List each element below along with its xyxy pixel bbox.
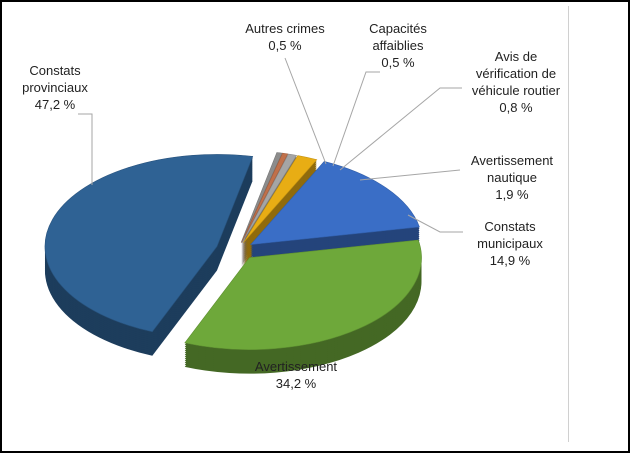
data-label: Capacités affaiblies 0,5 %: [358, 20, 438, 71]
category-name: Constats municipaux: [477, 219, 543, 251]
value-label: 34,2 %: [275, 376, 317, 391]
data-label: Constats provinciaux 47,2 %: [5, 62, 105, 113]
data-label: Constats municipaux 14,9 %: [460, 218, 560, 269]
leader-line: [78, 113, 93, 185]
leader-line: [332, 71, 380, 167]
slice: [241, 152, 289, 243]
value-label: 47,2 %: [34, 97, 76, 112]
value-label: 0,8 %: [499, 100, 533, 115]
category-name: Autres crimes: [245, 21, 325, 36]
separator: [568, 6, 569, 442]
value-label: 0,5 %: [381, 55, 415, 70]
leader-line: [339, 87, 462, 171]
category-name: Avertissement: [254, 359, 338, 374]
slice: [44, 154, 254, 333]
category-name: Avis de vérification de véhicule routier: [471, 49, 561, 98]
leader-line: [284, 57, 327, 165]
value-label: 0,5 %: [268, 38, 302, 53]
slice: [249, 161, 420, 245]
value-label: 14,9 %: [489, 253, 531, 268]
data-label: Autres crimes 0,5 %: [230, 20, 340, 54]
slice: [240, 152, 283, 243]
data-label: Avis de vérification de véhicule routier…: [466, 48, 566, 116]
slice: [241, 153, 298, 243]
data-label: Avertissement 34,2 %: [236, 358, 356, 392]
category-name: Avertissement nautique: [470, 153, 554, 185]
leader-line: [407, 214, 463, 233]
category-name: Constats provinciaux: [22, 63, 88, 95]
data-label: Avertissement nautique 1,9 %: [457, 152, 567, 203]
value-label: 1,9 %: [495, 187, 529, 202]
category-name: Capacités affaiblies: [369, 21, 427, 53]
slice: [242, 155, 318, 244]
leader-line: [359, 169, 461, 181]
slice: [184, 239, 422, 350]
